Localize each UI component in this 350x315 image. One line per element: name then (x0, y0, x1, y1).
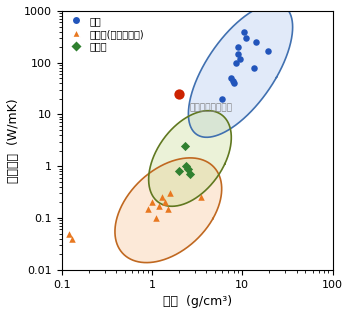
Point (66, 231, 72, 236)
X-axis label: 密度  (g/cm³): 密度 (g/cm³) (163, 295, 232, 308)
Point (231, 81, 236, 86)
Y-axis label: 熱伝導率  (W/mK): 熱伝導率 (W/mK) (7, 98, 20, 183)
Point (185, 166, 191, 171)
Point (251, 65, 257, 70)
Legend: 金属, 有機物(ゴム・樹脂), 無機物: 金属, 有機物(ゴム・樹脂), 無機物 (65, 14, 146, 54)
Point (165, 206, 171, 211)
Point (168, 191, 173, 196)
Point (162, 200, 168, 205)
Point (243, 36, 249, 41)
Point (149, 200, 155, 205)
Point (176, 91, 182, 96)
Point (153, 215, 159, 220)
Point (228, 76, 234, 81)
Point (236, 51, 241, 56)
Point (182, 143, 188, 148)
Point (235, 45, 240, 50)
Point (156, 203, 162, 209)
Polygon shape (115, 158, 222, 263)
Point (241, 29, 247, 34)
Point (160, 195, 165, 200)
Point (253, 40, 258, 45)
Point (69, 236, 75, 241)
Point (233, 60, 239, 65)
Point (184, 164, 189, 169)
Point (145, 206, 151, 211)
Polygon shape (188, 4, 293, 137)
Point (176, 169, 182, 174)
Point (219, 96, 225, 101)
Point (187, 172, 192, 177)
Text: 今回開発した材料: 今回開発した材料 (189, 103, 232, 112)
Polygon shape (149, 111, 231, 206)
Point (265, 48, 271, 53)
Point (230, 78, 236, 83)
Point (198, 195, 204, 200)
Point (238, 56, 243, 61)
